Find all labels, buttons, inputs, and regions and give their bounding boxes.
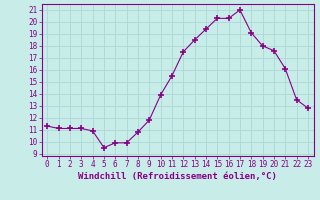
X-axis label: Windchill (Refroidissement éolien,°C): Windchill (Refroidissement éolien,°C) [78, 172, 277, 181]
